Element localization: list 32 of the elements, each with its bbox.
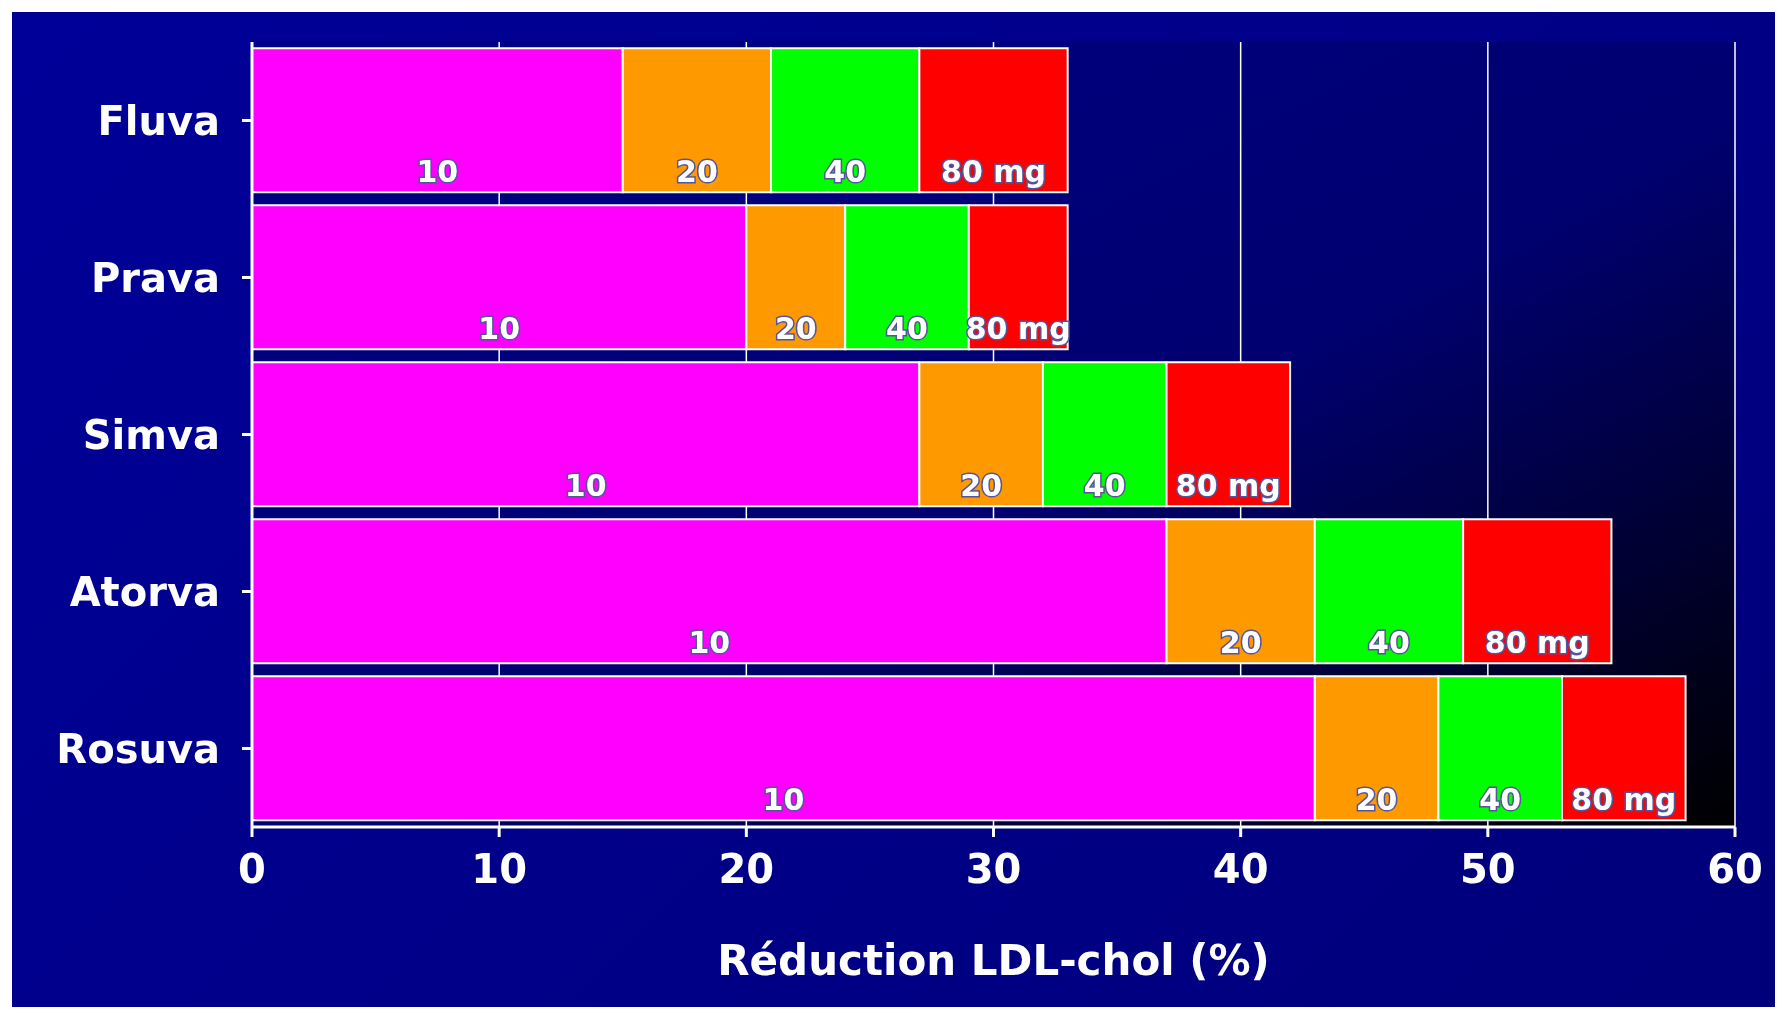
y-tick-label: Prava [90, 254, 220, 301]
text: 10 [478, 311, 521, 347]
y-tick-label: Simva [82, 411, 220, 458]
x-tick-label: 30 [965, 846, 1022, 893]
y-tick-label: Atorva [69, 568, 220, 615]
series-label: 10 [416, 154, 459, 190]
x-axis-title: Réduction LDL-chol (%) [716, 936, 1271, 985]
text: 40 [1083, 468, 1126, 504]
text: 10 [762, 782, 805, 818]
x-tick-label: 60 [1707, 846, 1763, 893]
series-label: 40 [824, 154, 867, 190]
text: 20 [1219, 625, 1262, 661]
text: 20 [1355, 782, 1398, 818]
text: 10 [688, 625, 731, 661]
text: 80 mg [1571, 782, 1677, 818]
text: 40 [1368, 625, 1410, 661]
text: 20 [774, 311, 817, 347]
x-tick-label: 0 [238, 846, 266, 893]
text: 20 [960, 468, 1003, 504]
series-label: 80 mg [941, 154, 1046, 190]
text: 80 mg [1484, 625, 1590, 661]
text: 40 [1479, 782, 1522, 818]
text: 10 [564, 468, 607, 504]
y-tick-label: Fluva [97, 97, 220, 144]
x-tick-label: 40 [1212, 846, 1269, 893]
text: 80 mg [1175, 468, 1281, 504]
series-label: 20 [676, 154, 718, 190]
x-tick-label: 50 [1460, 846, 1516, 893]
x-tick-label: 20 [718, 846, 775, 893]
text: 40 [886, 311, 928, 347]
x-tick-label: 10 [471, 846, 527, 893]
y-tick-label: Rosuva [56, 725, 220, 772]
